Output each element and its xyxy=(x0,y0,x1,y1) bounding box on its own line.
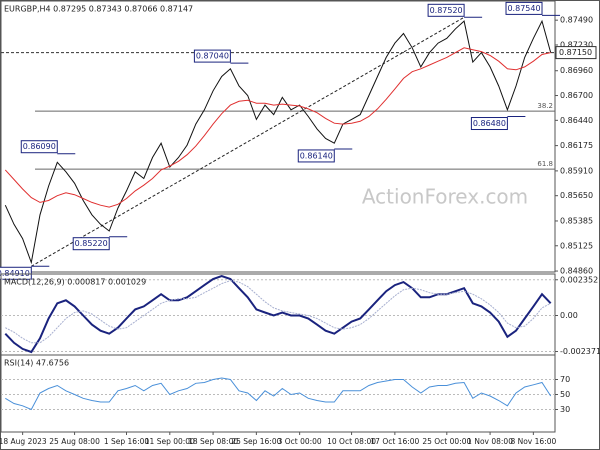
x-tick-label: 25 Aug 08:00 xyxy=(49,437,100,446)
annotation-box xyxy=(297,149,335,163)
annotation-box xyxy=(427,3,465,17)
series-line xyxy=(4,274,552,354)
price-label: 0.87150 xyxy=(559,48,592,57)
y-tick-label: 50 xyxy=(560,390,570,399)
y-tick-label: 0.002352 xyxy=(560,275,598,284)
y-tick-label: 30 xyxy=(560,405,570,414)
y-tick-label: 0.86960 xyxy=(560,66,593,75)
panel-title: MACD(12,26,9) 0.000817 0.001029 xyxy=(4,278,146,287)
x-tick-label: 1 Sep 16:00 xyxy=(104,437,150,446)
y-tick-label: 0.87490 xyxy=(560,16,593,25)
panel-title: RSI(14) 47.6756 xyxy=(4,359,69,368)
x-tick-label: 18 Sep 08:00 xyxy=(188,437,238,446)
y-tick-label: 70 xyxy=(560,375,570,384)
annotation-label: 0.86090 xyxy=(23,142,56,151)
series-line xyxy=(4,19,552,265)
x-tick-label: 17 Oct 16:00 xyxy=(370,437,419,446)
annotation-label: 0.86140 xyxy=(300,151,333,160)
annotation-label: 0.87040 xyxy=(196,52,229,61)
y-tick-label: 0.86700 xyxy=(560,91,593,100)
panel-title: EURGBP,H4 0.87295 0.87343 0.87066 0.8714… xyxy=(4,5,193,14)
panel-frame xyxy=(0,354,556,433)
series-line xyxy=(4,47,551,208)
annotation-label: 0.86480 xyxy=(473,119,506,128)
y-tick-label: 0.85910 xyxy=(560,166,593,175)
y-tick-label: 0.87230 xyxy=(560,40,593,49)
fib-label: 38.2 xyxy=(537,102,553,110)
x-tick-label: 18 Aug 2023 xyxy=(0,437,47,446)
x-tick-label: 25 Sep 16:00 xyxy=(231,437,281,446)
annotation-box xyxy=(193,49,231,63)
y-tick-label: 0.86440 xyxy=(560,116,593,125)
watermark: ActionForex.com xyxy=(362,185,528,209)
annotation-box xyxy=(20,140,58,154)
annotation-box xyxy=(470,117,508,131)
x-tick-label: 1 Nov 08:00 xyxy=(467,437,513,446)
annotation-box xyxy=(72,237,110,251)
price-box xyxy=(555,46,597,60)
y-tick-label: 0.84860 xyxy=(560,267,593,276)
series-line xyxy=(5,280,551,344)
x-tick-label: 25 Oct 00:00 xyxy=(422,437,471,446)
series-line xyxy=(5,377,552,411)
y-tick-label: 0.00 xyxy=(560,311,578,320)
annotation-label: 0.85220 xyxy=(75,239,108,248)
x-tick-label: 3 Oct 00:00 xyxy=(278,437,322,446)
annotation-box xyxy=(505,1,543,15)
panel-frame xyxy=(0,0,556,273)
annotation-label: 0.84910 xyxy=(0,269,30,278)
fib-label: 61.8 xyxy=(537,160,553,168)
annotation-label: 0.87540 xyxy=(507,4,540,13)
annotation-label: 0.87520 xyxy=(430,6,463,15)
x-tick-label: 10 Oct 08:00 xyxy=(327,437,376,446)
y-tick-label: -0.002371 xyxy=(560,347,600,356)
x-tick-label: 8 Nov 16:00 xyxy=(510,437,556,446)
y-tick-label: 0.86175 xyxy=(560,141,593,150)
x-tick-label: 11 Sep 00:00 xyxy=(145,437,195,446)
trendline xyxy=(31,16,465,267)
y-tick-label: 0.85125 xyxy=(560,241,593,250)
y-tick-label: 0.85650 xyxy=(560,191,593,200)
y-tick-label: 0.85385 xyxy=(560,216,593,225)
